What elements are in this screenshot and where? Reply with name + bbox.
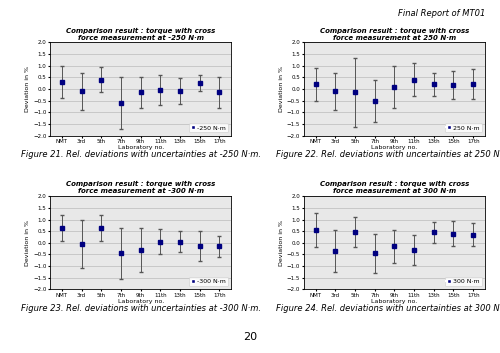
Legend: -300 N·m: -300 N·m [188, 277, 228, 286]
Y-axis label: Deviation in %: Deviation in % [26, 220, 30, 266]
Legend: -250 N·m: -250 N·m [188, 123, 228, 132]
Title: Comparison result : torque with cross
force measurement at -250 N·m: Comparison result : torque with cross fo… [66, 28, 215, 41]
Text: Figure 22. Rel. deviations with uncertainties at 250 N·m.: Figure 22. Rel. deviations with uncertai… [276, 150, 500, 159]
Title: Comparison result : torque with cross
force measurement at 250 N·m: Comparison result : torque with cross fo… [320, 28, 469, 41]
X-axis label: Laboratory no.: Laboratory no. [118, 299, 164, 304]
Legend: 300 N·m: 300 N·m [444, 277, 482, 286]
Y-axis label: Deviation in %: Deviation in % [279, 66, 284, 112]
Text: Figure 21. Rel. deviations with uncertainties at -250 N·m.: Figure 21. Rel. deviations with uncertai… [20, 150, 260, 159]
Text: Figure 23. Rel. deviations with uncertainties at -300 N·m.: Figure 23. Rel. deviations with uncertai… [20, 304, 260, 312]
Title: Comparison result : torque with cross
force measurement at -300 N·m: Comparison result : torque with cross fo… [66, 181, 215, 195]
Text: Figure 24. Rel. deviations with uncertainties at 300 N·m.: Figure 24. Rel. deviations with uncertai… [276, 304, 500, 312]
Y-axis label: Deviation in %: Deviation in % [26, 66, 30, 112]
X-axis label: Laboratory no.: Laboratory no. [371, 145, 418, 150]
X-axis label: Laboratory no.: Laboratory no. [118, 145, 164, 150]
Text: 20: 20 [243, 333, 257, 342]
Title: Comparison result : torque with cross
force measurement at 300 N·m: Comparison result : torque with cross fo… [320, 181, 469, 195]
Y-axis label: Deviation in %: Deviation in % [279, 220, 284, 266]
Text: Final Report of MT01: Final Report of MT01 [398, 9, 485, 18]
Legend: 250 N·m: 250 N·m [444, 123, 482, 132]
X-axis label: Laboratory no.: Laboratory no. [371, 299, 418, 304]
